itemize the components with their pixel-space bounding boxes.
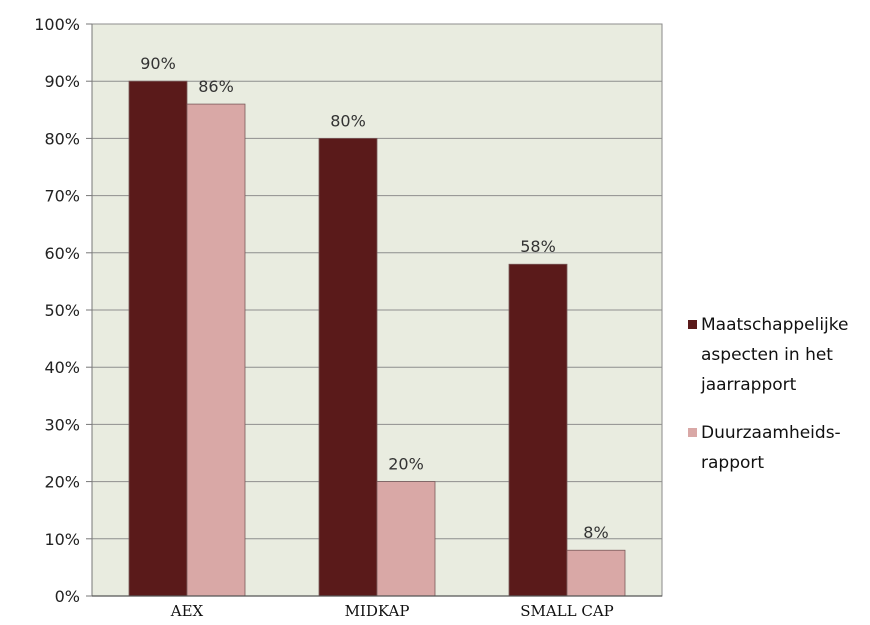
y-tick-label: 30% — [44, 415, 80, 434]
bar — [566, 549, 626, 597]
legend-swatch — [688, 428, 697, 437]
x-tick-label: AEX — [170, 602, 204, 620]
legend-label: Duurzaamheids- — [701, 423, 841, 443]
legend: Maatschappelijke aspecten in het jaarrappo… — [688, 315, 848, 473]
y-tick-label: 10% — [44, 530, 80, 549]
y-tick-label: 100% — [34, 15, 80, 34]
y-axis: 0% 10% 20% 30% 40% 50% 60% 70% 80% 90% 100% — [34, 15, 93, 606]
data-label: 86% — [198, 77, 234, 96]
y-tick-label: 60% — [44, 244, 80, 263]
legend-label: jaarrapport — [700, 375, 797, 395]
data-label: 58% — [520, 237, 556, 256]
x-axis: AEX MIDKAP SMALL CAP — [92, 595, 662, 620]
bars: 90% 86% 80% 20% 58% 8% — [128, 54, 626, 597]
x-tick-label: MIDKAP — [345, 602, 410, 620]
legend-label: rapport — [701, 453, 764, 473]
legend-label: aspecten in het — [701, 345, 833, 365]
bar — [376, 481, 436, 597]
legend-item: Duurzaamheids-rapport — [688, 423, 841, 473]
bar — [318, 137, 378, 597]
legend-label: Maatschappelijke — [701, 315, 848, 335]
y-tick-label: 70% — [44, 187, 80, 206]
x-tick-label: SMALL CAP — [520, 602, 614, 620]
data-label: 20% — [388, 455, 424, 474]
data-label: 8% — [583, 523, 608, 542]
y-tick-label: 20% — [44, 473, 80, 492]
legend-item: Maatschappelijke aspecten in het jaarrappo… — [688, 315, 848, 395]
y-tick-label: 0% — [55, 587, 80, 606]
bar — [186, 103, 246, 597]
y-tick-label: 50% — [44, 301, 80, 320]
bar — [128, 80, 188, 597]
y-tick-label: 40% — [44, 358, 80, 377]
data-label: 80% — [330, 111, 366, 130]
legend-swatch — [688, 320, 697, 329]
y-tick-label: 80% — [44, 129, 80, 148]
bar — [508, 263, 568, 597]
data-label: 90% — [140, 54, 176, 73]
y-tick-label: 90% — [44, 72, 80, 91]
